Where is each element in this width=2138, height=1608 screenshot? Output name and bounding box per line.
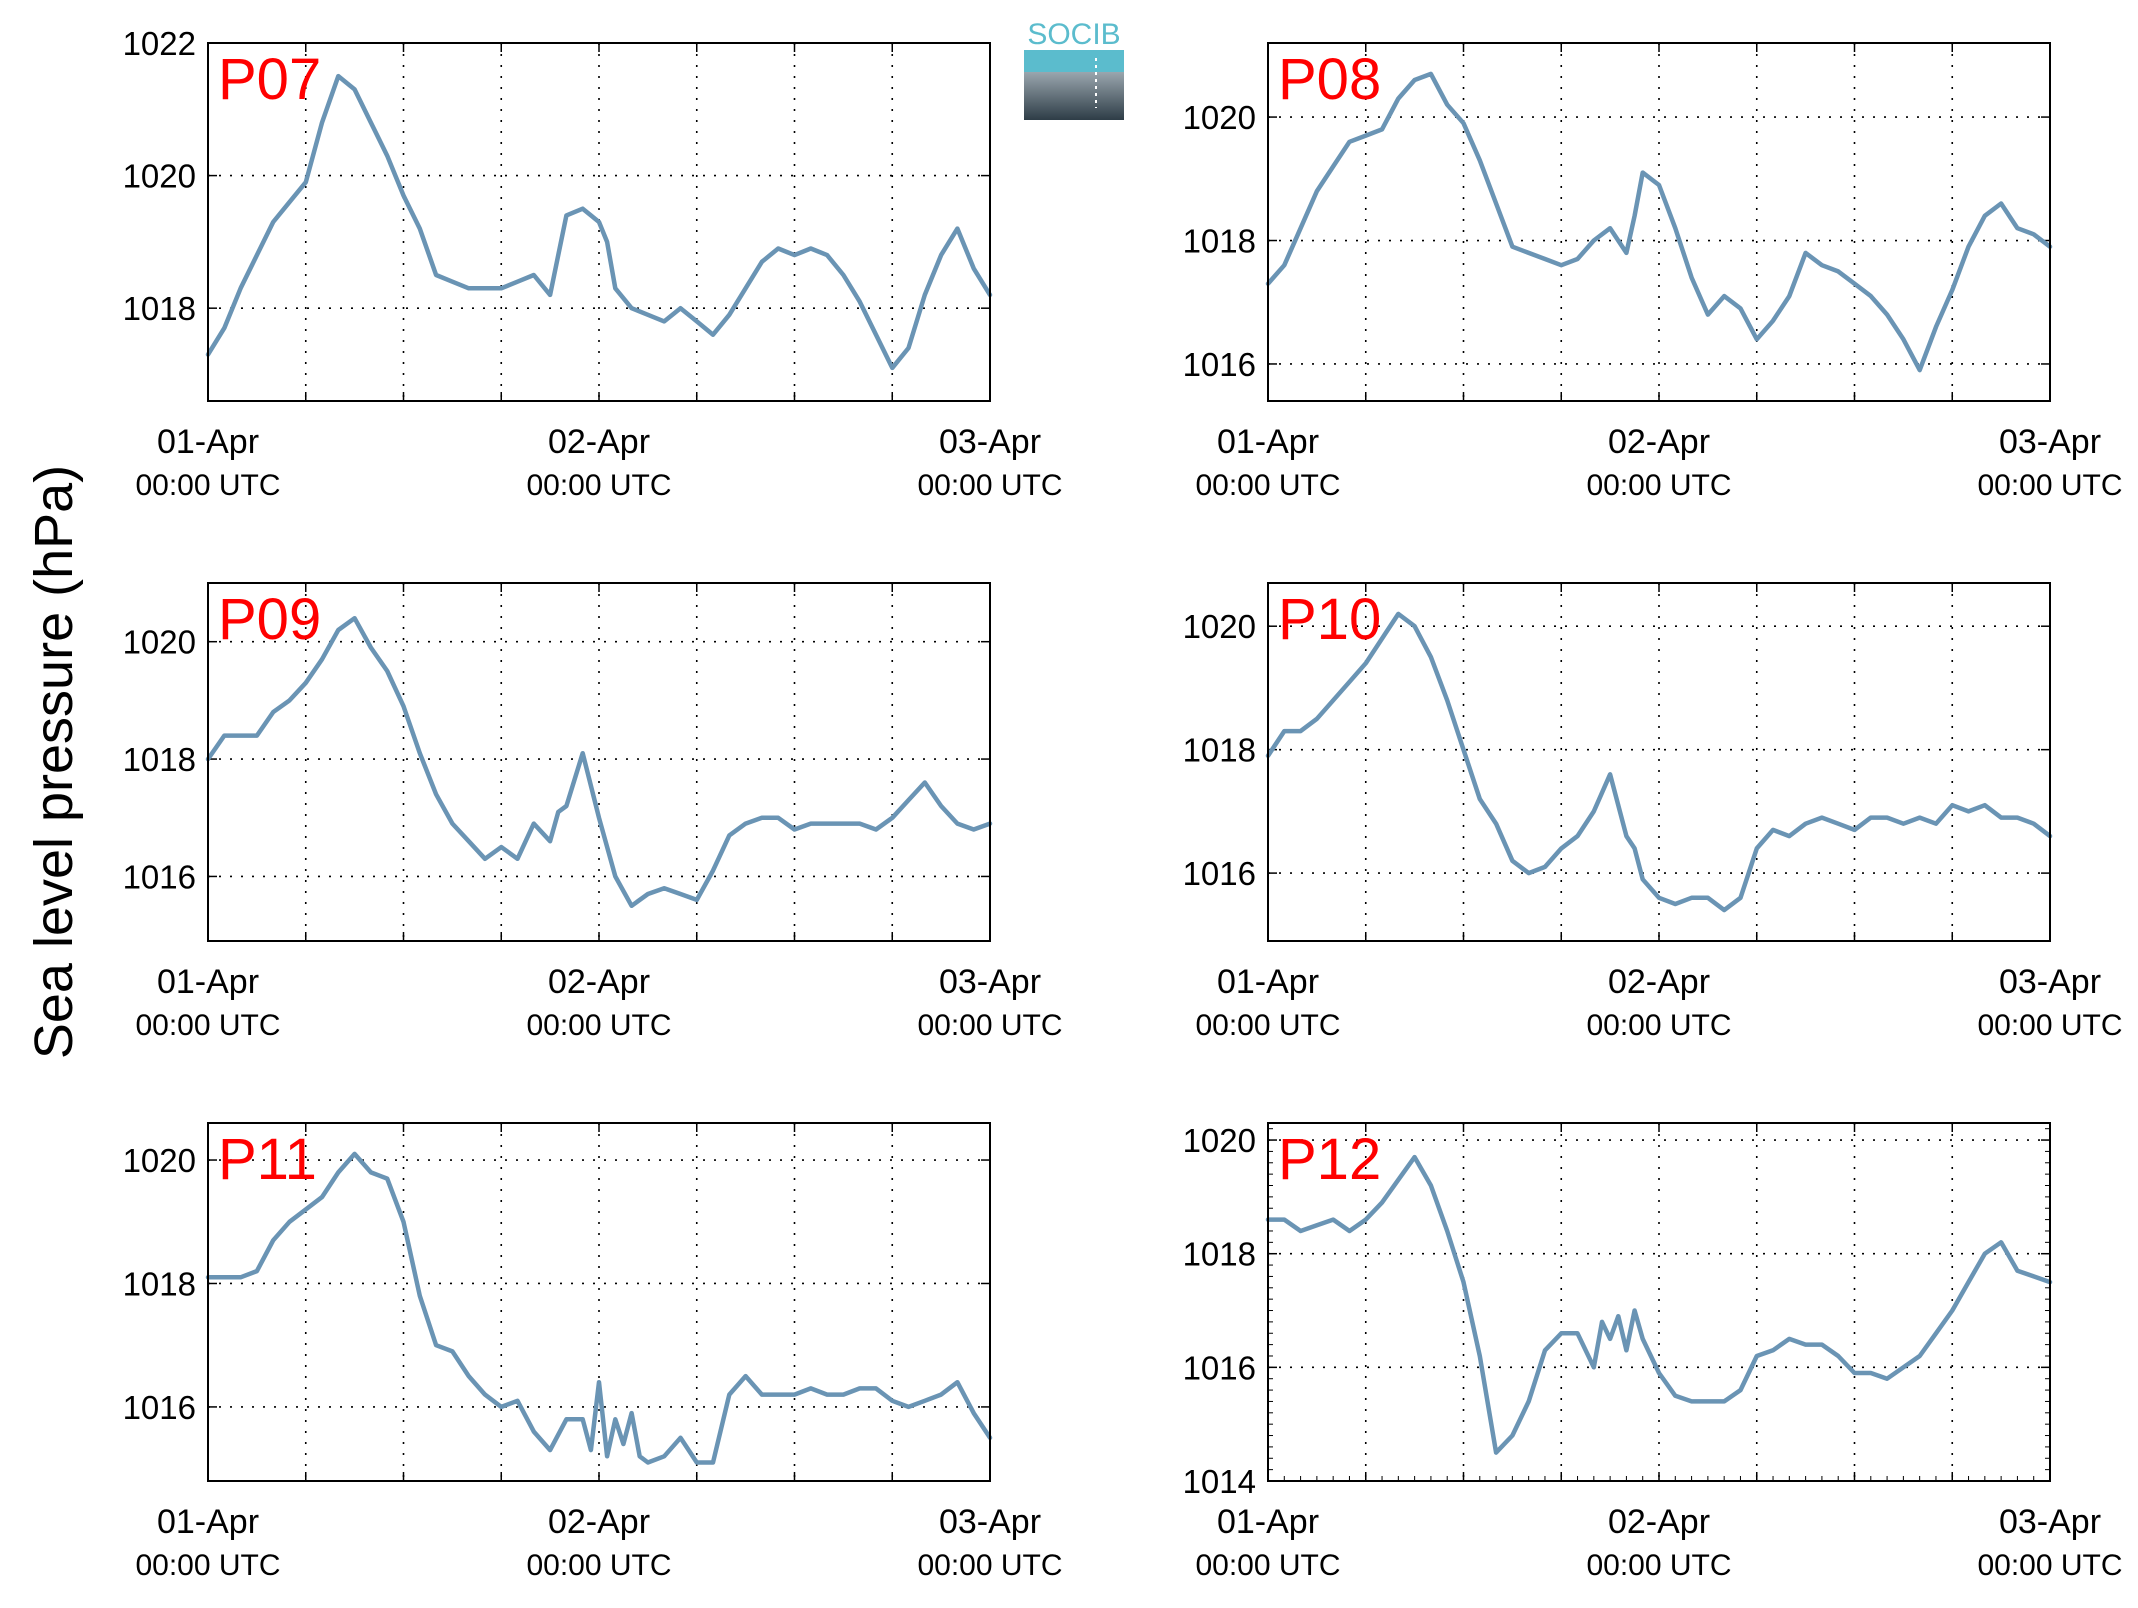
chart-panels: 1018 1020 1022 01-Apr 00:00 UTC 02-Apr 00:00 U…	[123, 25, 2123, 1582]
x-tick-time: 00:00 UTC	[1586, 469, 1731, 502]
axes-frame	[1267, 1122, 2051, 1482]
panel-label: P10	[1278, 587, 1381, 652]
y-tick-label: 1016	[123, 858, 196, 895]
y-tick-label: 1020	[1183, 99, 1256, 136]
x-tick-time: 00:00 UTC	[1586, 1549, 1731, 1582]
x-tick-date: 01-Apr	[157, 423, 259, 461]
y-tick-label: 1016	[1183, 1349, 1256, 1386]
plot-background	[1268, 43, 2050, 401]
x-tick-time: 00:00 UTC	[526, 469, 671, 502]
panel-p11: 1016 1018 1020 01-Apr 00:00 UTC 02-Apr 00:00 U…	[123, 1122, 1063, 1582]
x-tick-date: 03-Apr	[939, 963, 1041, 1001]
x-tick-time: 00:00 UTC	[135, 1009, 280, 1042]
y-tick-label: 1018	[123, 741, 196, 778]
y-tick-label: 1014	[1183, 1463, 1256, 1500]
x-tick-date: 02-Apr	[1608, 1503, 1710, 1541]
axes-frame	[207, 1122, 991, 1482]
panel-label: P08	[1278, 47, 1381, 112]
x-tick-date: 03-Apr	[1999, 423, 2101, 461]
series-line	[1265, 71, 2053, 373]
panel-p07: 1018 1020 1022 01-Apr 00:00 UTC 02-Apr 00:00 U…	[123, 25, 1063, 502]
x-tick-time: 00:00 UTC	[917, 1549, 1062, 1582]
y-tick-label: 1018	[123, 1265, 196, 1302]
x-tick-time: 00:00 UTC	[1977, 469, 2122, 502]
x-tick-date: 02-Apr	[548, 1503, 650, 1541]
y-tick-label: 1020	[1183, 608, 1256, 645]
x-tick-time: 00:00 UTC	[1195, 1549, 1340, 1582]
x-tick-time: 00:00 UTC	[135, 1549, 280, 1582]
x-tick-date: 01-Apr	[157, 1503, 259, 1541]
x-tick-date: 02-Apr	[1608, 963, 1710, 1001]
x-tick-date: 03-Apr	[1999, 963, 2101, 1001]
x-tick-date: 01-Apr	[1217, 1503, 1319, 1541]
panel-p10: 1016 1018 1020 01-Apr 00:00 UTC 02-Apr 00:00 U…	[1183, 582, 2123, 1042]
x-tick-time: 00:00 UTC	[1195, 469, 1340, 502]
x-tick-time: 00:00 UTC	[917, 469, 1062, 502]
x-tick-date: 01-Apr	[157, 963, 259, 1001]
panel-label: P07	[218, 47, 321, 112]
logo-base	[1024, 72, 1124, 120]
panel-label: P11	[218, 1127, 317, 1192]
plot-background	[1268, 1123, 2050, 1481]
panel-label: P12	[1278, 1127, 1381, 1192]
x-tick-time: 00:00 UTC	[1586, 1009, 1731, 1042]
x-tick-time: 00:00 UTC	[1977, 1549, 2122, 1582]
y-tick-label: 1018	[1183, 223, 1256, 260]
x-tick-date: 01-Apr	[1217, 423, 1319, 461]
x-tick-date: 03-Apr	[1999, 1503, 2101, 1541]
axes-frame	[207, 582, 991, 942]
y-tick-label: 1018	[123, 290, 196, 327]
series-line	[1265, 1154, 2053, 1455]
y-tick-label: 1020	[123, 1142, 196, 1179]
axes-frame	[1267, 582, 2051, 942]
socib-logo: SOCIB	[1024, 18, 1124, 120]
x-tick-date: 02-Apr	[548, 423, 650, 461]
logo-wave	[1024, 50, 1124, 72]
y-tick-label: 1020	[1183, 1122, 1256, 1159]
y-axis-label: Sea level pressure (hPa)	[24, 465, 84, 1059]
axes-frame	[207, 42, 991, 402]
x-tick-time: 00:00 UTC	[526, 1549, 671, 1582]
y-tick-label: 1016	[123, 1389, 196, 1426]
x-tick-date: 03-Apr	[939, 423, 1041, 461]
y-tick-label: 1020	[123, 624, 196, 661]
y-tick-label: 1018	[1183, 732, 1256, 769]
x-tick-date: 03-Apr	[939, 1503, 1041, 1541]
x-tick-date: 02-Apr	[1608, 423, 1710, 461]
y-tick-label: 1016	[1183, 346, 1256, 383]
series-line	[1265, 611, 2053, 913]
x-tick-time: 00:00 UTC	[1195, 1009, 1340, 1042]
panel-p12: 1014 1016 1018 1020 01-Apr 00:00 UTC 02-Apr 00:…	[1183, 1122, 2123, 1582]
y-tick-label: 1016	[1183, 855, 1256, 892]
y-tick-label: 1022	[123, 25, 196, 62]
plot-background	[208, 583, 990, 941]
y-tick-label: 1018	[1183, 1236, 1256, 1273]
plot-background	[208, 1123, 990, 1481]
y-tick-label: 1020	[123, 158, 196, 195]
axes-frame	[1267, 42, 2051, 402]
panel-label: P09	[218, 587, 321, 652]
x-tick-date: 02-Apr	[548, 963, 650, 1001]
panel-p09: 1016 1018 1020 01-Apr 00:00 UTC 02-Apr 00:00 U…	[123, 582, 1063, 1042]
x-tick-time: 00:00 UTC	[526, 1009, 671, 1042]
x-tick-time: 00:00 UTC	[135, 469, 280, 502]
x-tick-date: 01-Apr	[1217, 963, 1319, 1001]
panel-p08: 1016 1018 1020 01-Apr 00:00 UTC 02-Apr 00:00 U…	[1183, 42, 2123, 502]
series-line	[205, 73, 993, 371]
x-tick-time: 00:00 UTC	[1977, 1009, 2122, 1042]
series-line	[205, 615, 993, 909]
logo-text: SOCIB	[1027, 18, 1120, 51]
x-tick-time: 00:00 UTC	[917, 1009, 1062, 1042]
series-line	[205, 1151, 993, 1465]
